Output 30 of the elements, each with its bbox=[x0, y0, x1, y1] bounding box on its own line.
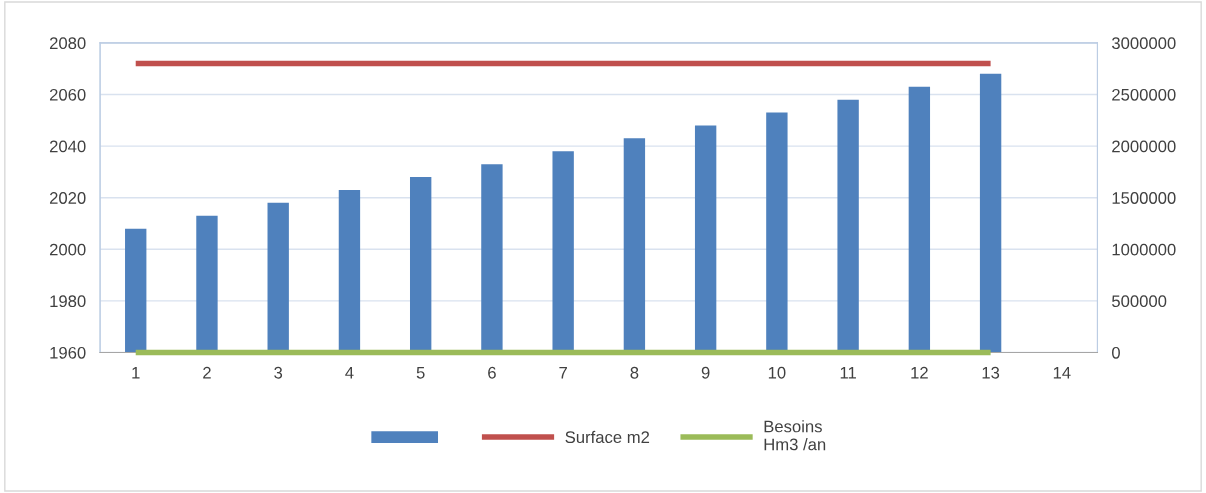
y-tick-label: 2060 bbox=[49, 88, 86, 101]
x-tick-label: 10 bbox=[768, 366, 786, 379]
x-tick-label: 11 bbox=[840, 367, 856, 379]
x-tick-label: 5 bbox=[416, 367, 425, 379]
x-tick-label: 3 bbox=[274, 366, 283, 379]
y-tick-label: 2080 bbox=[49, 37, 86, 50]
y-tick-label: 2000 bbox=[49, 243, 86, 256]
y2-tick-label: 500000 bbox=[1112, 295, 1167, 308]
x-tick-label: 8 bbox=[630, 366, 639, 379]
y-tick-label: 2040 bbox=[49, 140, 86, 153]
legend-label: Besoins Hm3 /an bbox=[764, 420, 826, 451]
legend-label: Surface m2 bbox=[565, 430, 650, 444]
y2-tick-label: 3000000 bbox=[1111, 37, 1176, 50]
x-tick-label: 2 bbox=[203, 366, 211, 379]
x-tick-label: 6 bbox=[488, 366, 496, 379]
y-tick-label: 1960 bbox=[50, 346, 86, 359]
x-tick-label: 14 bbox=[1053, 367, 1071, 379]
x-tick-label: 7 bbox=[559, 367, 567, 379]
x-tick-label: 1 bbox=[132, 367, 140, 379]
x-tick-label: 4 bbox=[345, 367, 354, 379]
x-tick-label: 12 bbox=[911, 366, 928, 379]
x-tick-label: 9 bbox=[701, 366, 710, 379]
y2-tick-label: 1500000 bbox=[1112, 192, 1176, 204]
y2-tick-label: 2000000 bbox=[1112, 140, 1176, 153]
y-tick-label: 1980 bbox=[50, 295, 86, 308]
y2-tick-label: 1000000 bbox=[1112, 243, 1176, 256]
y2-tick-label: 2500000 bbox=[1112, 88, 1176, 101]
y-tick-label: 2020 bbox=[49, 192, 86, 204]
y2-tick-label: 0 bbox=[1112, 346, 1120, 359]
x-tick-label: 13 bbox=[982, 366, 1000, 379]
